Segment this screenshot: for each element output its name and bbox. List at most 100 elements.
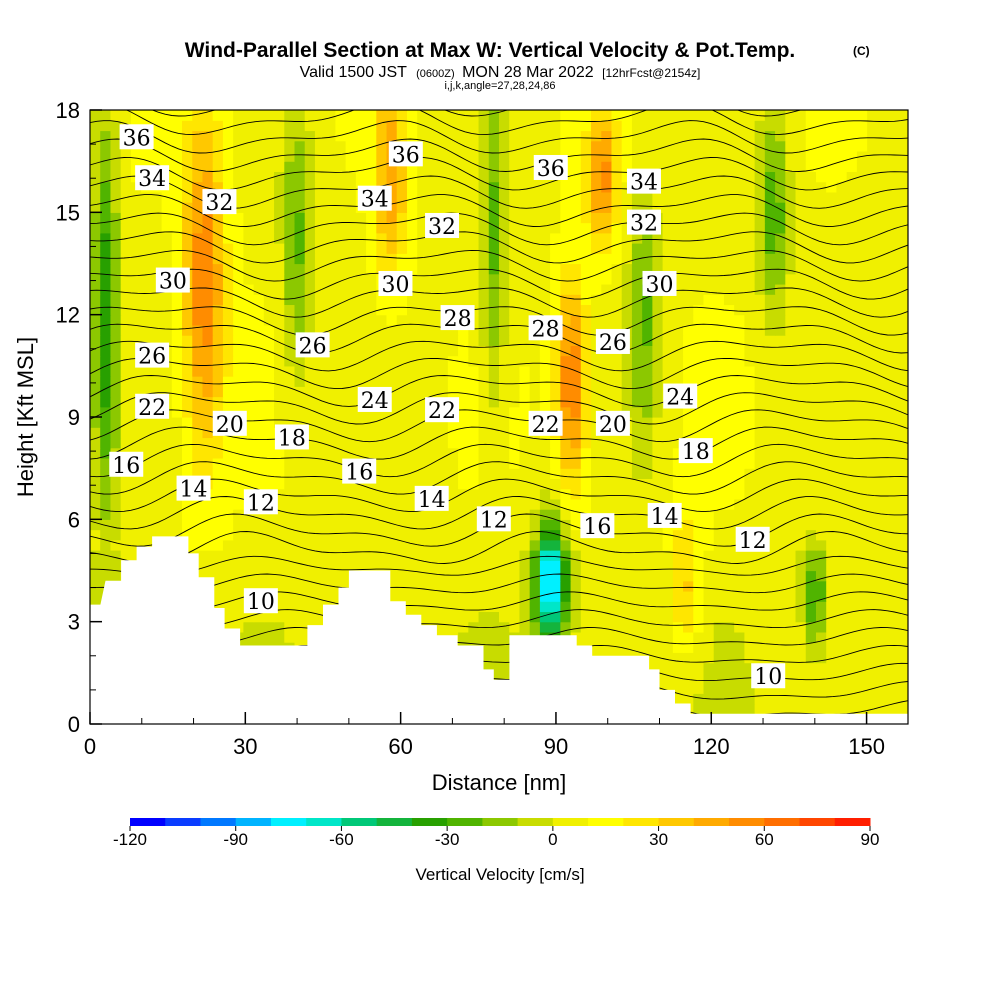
- velocity-cell: [212, 110, 224, 121]
- velocity-cell: [222, 539, 234, 551]
- velocity-cell: [284, 478, 296, 490]
- velocity-cell: [642, 580, 653, 592]
- velocity-cell: [294, 570, 306, 582]
- velocity-cell: [672, 417, 684, 428]
- velocity-cell: [826, 468, 838, 479]
- velocity-cell: [836, 570, 848, 582]
- velocity-cell: [601, 590, 613, 602]
- velocity-cell: [897, 314, 908, 326]
- velocity-cell: [836, 304, 848, 316]
- velocity-cell: [775, 273, 786, 285]
- velocity-cell: [243, 140, 255, 152]
- velocity-cell: [376, 335, 388, 346]
- velocity-cell: [243, 232, 255, 244]
- velocity-cell: [182, 509, 193, 520]
- velocity-cell: [478, 120, 490, 132]
- velocity-cell: [867, 110, 878, 121]
- velocity-cell: [314, 468, 326, 479]
- velocity-cell: [325, 273, 336, 285]
- velocity-cell: [815, 232, 827, 244]
- velocity-cell: [406, 601, 418, 613]
- velocity-cell: [110, 243, 122, 254]
- velocity-cell: [846, 222, 858, 234]
- velocity-cell: [591, 601, 602, 613]
- velocity-cell: [723, 529, 735, 541]
- velocity-cell: [672, 110, 684, 121]
- velocity-cell: [171, 150, 183, 162]
- velocity-cell: [703, 631, 715, 643]
- velocity-cell: [662, 631, 674, 643]
- velocity-cell: [304, 478, 316, 490]
- velocity-cell: [611, 457, 623, 469]
- velocity-cell: [355, 509, 367, 520]
- velocity-cell: [325, 447, 336, 459]
- velocity-cell: [795, 191, 807, 203]
- velocity-cell: [795, 478, 807, 490]
- velocity-cell: [233, 253, 244, 265]
- velocity-cell: [856, 642, 868, 653]
- velocity-cell: [723, 519, 735, 531]
- velocity-cell: [90, 498, 101, 510]
- velocity-cell: [437, 417, 449, 428]
- contour-label-text: 10: [247, 590, 275, 615]
- velocity-cell: [171, 417, 183, 428]
- velocity-cell: [478, 560, 490, 572]
- velocity-cell: [243, 243, 255, 254]
- velocity-cell: [744, 181, 756, 193]
- velocity-cell: [141, 283, 152, 295]
- velocity-cell: [611, 130, 623, 142]
- velocity-cell: [314, 273, 326, 285]
- velocity-cell: [509, 222, 521, 234]
- velocity-cell: [263, 611, 275, 623]
- velocity-cell: [621, 253, 633, 265]
- velocity-cell: [141, 437, 152, 449]
- velocity-cell: [846, 621, 858, 633]
- velocity-cell: [478, 601, 490, 613]
- velocity-cell: [529, 335, 541, 346]
- velocity-cell: [795, 243, 807, 254]
- velocity-cell: [795, 120, 807, 132]
- velocity-cell: [856, 324, 868, 336]
- velocity-cell: [570, 468, 582, 479]
- valid-time: Valid 1500 JST: [300, 64, 408, 81]
- velocity-cell: [539, 140, 551, 152]
- velocity-cell: [826, 437, 838, 449]
- velocity-cell: [723, 570, 735, 582]
- velocity-cell: [897, 386, 908, 398]
- velocity-cell: [856, 120, 868, 132]
- velocity-cell: [703, 161, 715, 172]
- velocity-cell: [519, 601, 531, 613]
- velocity-cell: [764, 683, 776, 694]
- velocity-cell: [846, 150, 858, 162]
- velocity-cell: [662, 345, 674, 357]
- velocity-cell: [775, 642, 786, 653]
- velocity-cell: [631, 202, 643, 213]
- velocity-cell: [202, 447, 214, 459]
- velocity-cell: [386, 335, 398, 346]
- velocity-cell: [539, 580, 551, 592]
- velocity-cell: [396, 457, 408, 469]
- velocity-cell: [110, 120, 122, 132]
- velocity-cell: [151, 191, 163, 203]
- velocity-cell: [100, 478, 112, 490]
- velocity-cell: [795, 693, 807, 705]
- velocity-cell: [253, 457, 265, 469]
- velocity-cell: [314, 243, 326, 254]
- velocity-cell: [141, 427, 152, 439]
- velocity-cell: [734, 642, 745, 653]
- velocity-cell: [856, 376, 868, 387]
- velocity-cell: [591, 478, 602, 490]
- velocity-cell: [775, 683, 786, 694]
- velocity-cell: [314, 478, 326, 490]
- velocity-cell: [314, 355, 326, 367]
- velocity-cell: [580, 365, 592, 377]
- velocity-cell: [662, 232, 674, 244]
- velocity-cell: [887, 120, 899, 132]
- velocity-cell: [744, 519, 756, 531]
- velocity-cell: [294, 171, 306, 183]
- velocity-cell: [836, 509, 848, 520]
- velocity-cell: [192, 110, 204, 121]
- velocity-cell: [775, 550, 786, 561]
- velocity-cell: [222, 335, 234, 346]
- velocity-cell: [447, 273, 459, 285]
